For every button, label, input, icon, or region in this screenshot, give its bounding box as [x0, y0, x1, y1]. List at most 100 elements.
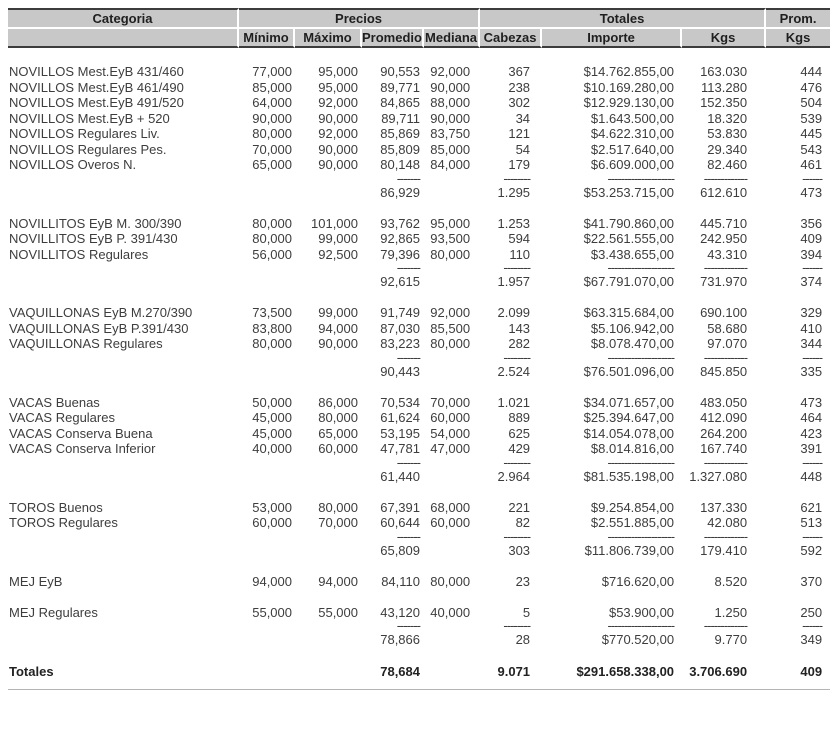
table-row: MEJ EyB 94,000 94,000 84,110 80,000 23 $716.62… — [8, 574, 830, 590]
spacer-row — [8, 648, 830, 664]
cell-cat — [8, 173, 239, 185]
cell-amount: $11.806.739,00 — [584, 542, 675, 558]
cell-amount: $1.643.500,00 — [590, 110, 675, 126]
group-header-totales: Totales — [480, 8, 767, 29]
cell-promkgs: 329 — [800, 305, 823, 320]
cell-cat: VACAS Buenas — [9, 394, 100, 410]
cell-heads: 282 — [508, 336, 531, 351]
cell-med: 47,000 — [430, 441, 471, 456]
cell-max: 92,000 — [318, 126, 358, 141]
cell-max — [295, 364, 362, 380]
dash-separator: ------ — [802, 262, 823, 274]
table-row: NOVILLOS Mest.EyB 431/460 77,000 95,000 90,… — [8, 64, 830, 80]
cell-promkgs: 410 — [800, 320, 823, 336]
cell-avg: 85,869 — [380, 126, 420, 141]
cell-kgs: 1.250 — [714, 604, 748, 620]
cell-heads: 625 — [508, 425, 531, 441]
cell-med — [424, 352, 480, 364]
cell-heads: 121 — [508, 126, 531, 141]
cell-min: 77,000 — [252, 64, 292, 79]
table-row: VACAS Conserva Inferior 40,000 60,000 47,78… — [8, 441, 830, 457]
subtotal-row: 78,866 28 $770.520,00 9.770 349 — [8, 632, 830, 648]
dash-separator: -------- — [503, 620, 531, 632]
cell-med: 93,500 — [430, 231, 471, 246]
cell-amount: $25.394.647,00 — [583, 410, 675, 425]
cell-avg: 93,762 — [380, 215, 420, 231]
dash-separator: ------------- — [703, 262, 748, 274]
col-header-mediana: Mediana — [424, 29, 481, 48]
cell-cat — [8, 185, 239, 201]
cell-cat: NOVILLITOS Regulares — [9, 246, 149, 262]
cell-promkgs: 543 — [800, 141, 823, 157]
dash-separator: -------- — [503, 351, 531, 364]
cell-promkgs: 592 — [800, 542, 823, 558]
cell-min: 80,000 — [252, 126, 292, 141]
cell-cat — [8, 457, 239, 469]
cell-min: 56,000 — [252, 246, 292, 262]
cell-cat — [8, 274, 239, 290]
cell-min — [239, 352, 295, 364]
cell-promkgs: 473 — [800, 184, 823, 200]
col-header-empty — [8, 29, 239, 48]
dash-separator: -------------------- — [607, 456, 675, 469]
dash-separator: -------------------- — [607, 262, 675, 274]
cell-amount: $6.609.000,00 — [590, 157, 675, 172]
cell-max: 90,000 — [318, 141, 358, 157]
dash-separator: ------ — [802, 172, 823, 185]
cell-min — [239, 663, 295, 681]
cell-med: 80,000 — [430, 246, 471, 262]
cell-cat: NOVILLOS Mest.EyB 491/520 — [9, 95, 184, 110]
cell-promkgs: 444 — [800, 64, 823, 79]
cell-cat: NOVILLOS Mest.EyB 461/490 — [9, 79, 184, 95]
cell-promkgs: 409 — [800, 664, 823, 679]
cell-med: 60,000 — [430, 515, 471, 530]
cell-max: 92,000 — [318, 95, 358, 110]
subtotal-row: 92,615 1.957 $67.791.070,00 731.970 374 — [8, 274, 830, 290]
cell-avg: 92,615 — [380, 274, 420, 289]
cell-cat: NOVILLOS Overos N. — [9, 157, 137, 172]
cell-heads: 238 — [508, 79, 531, 95]
cell-cat: NOVILLOS Regulares Pes. — [9, 141, 167, 157]
cell-max: 99,000 — [318, 231, 358, 246]
cell-min — [239, 632, 295, 648]
cell-med — [424, 620, 480, 632]
spacer-row — [8, 589, 830, 605]
cell-heads: 429 — [508, 441, 531, 456]
cell-max: 55,000 — [318, 604, 358, 620]
cell-med — [424, 663, 480, 681]
table-row: VACAS Conserva Buena 45,000 65,000 53,195 54… — [8, 426, 830, 442]
cell-kgs: 43.310 — [707, 246, 748, 262]
cell-min — [239, 185, 295, 201]
cell-cat: NOVILLITOS EyB M. 300/390 — [9, 215, 182, 231]
cell-heads: 9.071 — [497, 664, 531, 679]
table-row: NOVILLOS Regulares Liv. 80,000 92,000 85,86… — [8, 126, 830, 142]
cell-max: 94,000 — [318, 573, 358, 589]
cell-promkgs: 356 — [800, 215, 823, 231]
spacer-row — [8, 200, 830, 216]
cell-cat: TOROS Regulares — [9, 515, 118, 530]
cell-kgs: 612.610 — [700, 184, 748, 200]
cell-min — [239, 262, 295, 274]
cell-kgs: 18.320 — [707, 110, 748, 126]
cell-min: 90,000 — [252, 110, 292, 126]
cell-max: 94,000 — [318, 320, 358, 336]
cell-med: 80,000 — [430, 336, 471, 351]
cell-max — [295, 469, 362, 485]
cell-med — [424, 469, 480, 485]
cell-heads: 2.099 — [497, 305, 531, 320]
cell-amount: $5.106.942,00 — [590, 320, 675, 336]
cell-heads: 2.964 — [497, 468, 531, 484]
cell-med — [424, 543, 480, 559]
dash-separator: -------- — [503, 262, 531, 274]
cell-kgs: 242.950 — [700, 231, 748, 246]
sub-header-row: Mínimo Máximo Promedio Mediana Cabezas I… — [8, 29, 831, 48]
dash-separator: -------- — [503, 172, 531, 185]
cell-amount: $14.054.078,00 — [583, 425, 675, 441]
cell-min: 80,000 — [252, 215, 292, 231]
cell-max — [295, 663, 362, 681]
table-row: NOVILLOS Regulares Pes. 70,000 90,000 85,80… — [8, 142, 830, 158]
cell-max: 60,000 — [318, 441, 358, 456]
cell-heads: 302 — [508, 95, 531, 110]
cell-heads: 54 — [515, 141, 531, 157]
dash-separator: -------- — [503, 530, 531, 543]
